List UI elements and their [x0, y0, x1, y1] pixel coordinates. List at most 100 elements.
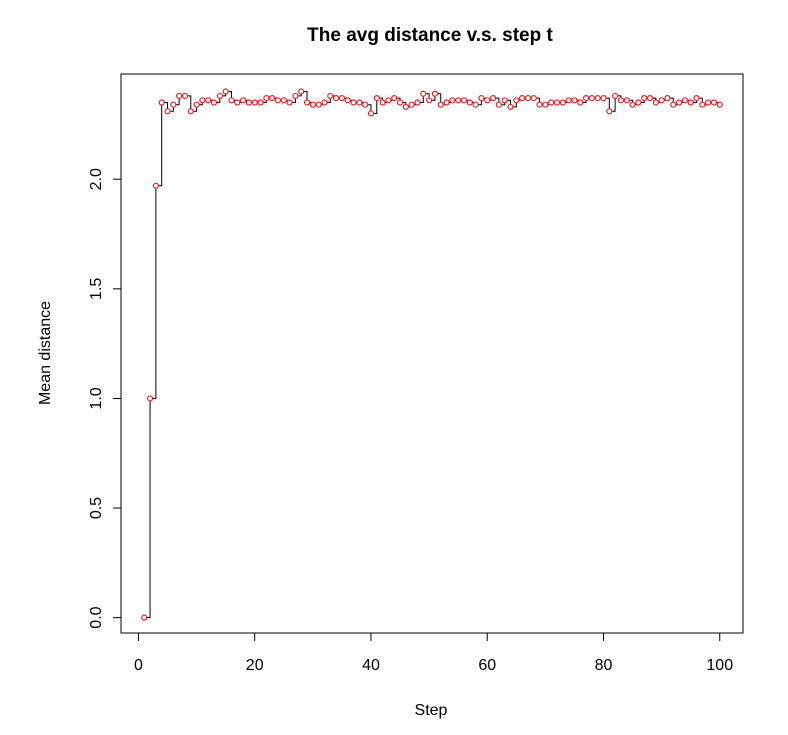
data-point [152, 182, 159, 189]
data-point [513, 97, 520, 104]
data-point [612, 92, 619, 100]
data-point [588, 95, 595, 102]
data-point [199, 97, 206, 104]
data-point [553, 99, 561, 106]
series-line [144, 91, 721, 619]
data-point [693, 95, 700, 102]
x-tick-label: 0 [134, 657, 143, 674]
data-point [466, 99, 473, 106]
data-point [530, 95, 537, 102]
data-point [344, 97, 351, 104]
data-point [234, 99, 241, 106]
data-point [396, 99, 404, 106]
data-point [705, 99, 712, 106]
data-point [239, 97, 247, 104]
data-point [687, 99, 694, 106]
x-tick-label: 20 [246, 657, 264, 674]
data-point [670, 101, 677, 108]
data-point [205, 97, 212, 104]
data-point [699, 101, 706, 108]
data-point [484, 97, 491, 104]
data-point [274, 97, 282, 104]
data-point [379, 99, 386, 106]
data-point [356, 99, 363, 106]
data-point [402, 103, 409, 110]
data-point [489, 95, 497, 102]
plot-frame [120, 73, 744, 634]
data-point [577, 99, 584, 106]
data-point [542, 101, 549, 108]
data-point [617, 97, 625, 104]
data-point [280, 97, 287, 104]
data-point [571, 97, 578, 104]
data-point [141, 614, 148, 621]
x-axis: 0 20 40 60 80 100 [134, 632, 733, 674]
y-tick-label: 1.0 [88, 387, 105, 409]
data-point [385, 97, 392, 104]
data-point [548, 99, 555, 106]
data-point [519, 95, 526, 102]
y-tick-label: 0.0 [88, 606, 105, 628]
data-point [222, 88, 229, 95]
data-point [681, 97, 688, 104]
data-point [350, 99, 357, 106]
data-point [176, 92, 183, 100]
data-point [367, 110, 375, 117]
data-point [600, 95, 607, 102]
data-point [443, 99, 450, 106]
data-point [420, 90, 427, 97]
data-point [338, 95, 345, 102]
data-point [716, 101, 723, 108]
data-point [263, 95, 270, 102]
data-point [623, 97, 630, 104]
chart-title: The avg distance v.s. step t [307, 25, 553, 46]
series-layer [141, 88, 723, 621]
data-point [507, 103, 514, 110]
data-point [635, 99, 642, 106]
data-point [559, 99, 566, 106]
data-point [309, 101, 316, 108]
data-point [315, 101, 322, 108]
y-axis: 0.0 0.5 1.0 1.5 2.0 [88, 168, 122, 629]
data-point [187, 108, 194, 115]
data-point [292, 92, 299, 100]
y-tick-label: 2.0 [88, 168, 105, 190]
data-point [431, 90, 439, 97]
data-point [710, 99, 718, 106]
y-tick-label: 0.5 [88, 497, 105, 519]
data-point [251, 99, 258, 106]
data-point [658, 97, 665, 104]
data-point [594, 95, 601, 102]
data-point [408, 101, 415, 108]
x-tick-label: 60 [478, 657, 496, 674]
data-point [298, 88, 305, 95]
data-point [321, 99, 328, 106]
data-point [478, 95, 485, 102]
data-point [158, 99, 165, 106]
data-point [501, 97, 508, 104]
data-point [675, 99, 683, 106]
data-point [327, 92, 334, 100]
data-point [536, 101, 543, 108]
y-tick-label: 1.5 [88, 278, 105, 300]
data-point [664, 95, 671, 102]
data-point [303, 99, 311, 106]
data-point [495, 101, 502, 108]
x-tick-label: 100 [706, 657, 733, 674]
data-point [524, 95, 532, 102]
data-point [146, 395, 154, 402]
data-point [414, 99, 421, 106]
data-point [437, 101, 444, 108]
data-point [629, 101, 636, 108]
data-point [582, 95, 590, 102]
data-point [373, 95, 380, 102]
data-point [257, 99, 264, 106]
data-point [269, 95, 276, 102]
data-point [565, 97, 572, 104]
data-point [606, 108, 613, 115]
data-point [460, 97, 468, 104]
x-tick-label: 40 [362, 657, 380, 674]
data-point [181, 92, 189, 100]
